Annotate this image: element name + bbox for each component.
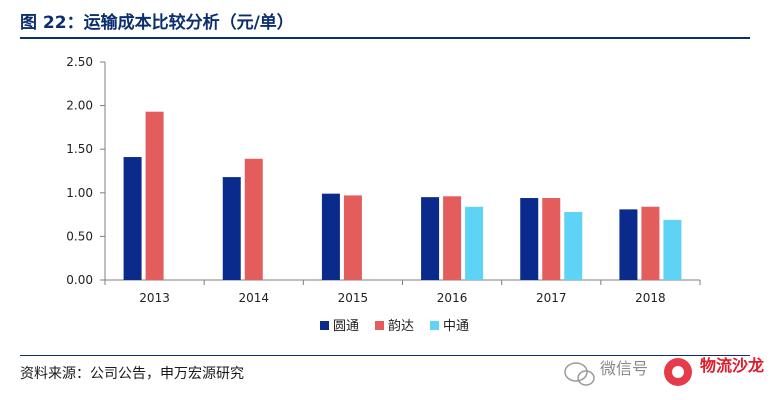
bar-2014-圆通 xyxy=(222,177,241,280)
bar-2016-圆通 xyxy=(421,197,440,280)
y-tick-label: 1.50 xyxy=(66,142,93,156)
x-tick-label: 2018 xyxy=(635,291,666,305)
legend-swatch-韵达 xyxy=(375,321,384,330)
bar-2017-圆通 xyxy=(520,198,539,280)
bar-2014-韵达 xyxy=(244,158,263,280)
bar-chart: 0.00 0.50 1.00 1.50 2.00 2.50 2013 2014 2015 2016… xyxy=(66,55,701,334)
bar-2016-韵达 xyxy=(443,196,462,280)
bar-2015-韵达 xyxy=(343,195,362,280)
figure-title: 图 22：运输成本比较分析（元/单） xyxy=(20,13,294,33)
bar-2017-中通 xyxy=(564,211,583,280)
bar-2018-中通 xyxy=(663,219,682,280)
x-tick-label: 2013 xyxy=(139,291,170,305)
legend-label: 韵达 xyxy=(388,319,414,334)
y-tick-label: 2.50 xyxy=(66,55,93,69)
watermark-brand: 物流沙龙 xyxy=(700,356,765,375)
bar-2013-韵达 xyxy=(145,111,164,280)
y-tick-label: 0.50 xyxy=(66,229,93,243)
bar-2018-圆通 xyxy=(619,209,638,280)
bar-2015-圆通 xyxy=(321,193,340,280)
y-tick-label: 0.00 xyxy=(66,273,93,287)
source-note: 资料来源：公司公告，申万宏源研究 xyxy=(20,366,244,382)
legend-swatch-圆通 xyxy=(320,321,329,330)
source-rule xyxy=(20,355,750,356)
bar-2013-圆通 xyxy=(123,157,142,280)
x-tick-label: 2017 xyxy=(536,291,567,305)
legend-swatch-中通 xyxy=(430,321,439,330)
wechat-watermark-icon xyxy=(564,358,692,386)
legend-label: 圆通 xyxy=(333,319,359,334)
title-rule xyxy=(20,37,750,39)
x-tick-label: 2014 xyxy=(238,291,269,305)
bar-2018-韵达 xyxy=(641,206,660,280)
y-tick-label: 1.00 xyxy=(66,186,93,200)
x-tick-label: 2016 xyxy=(437,291,468,305)
x-tick-label: 2015 xyxy=(338,291,369,305)
bar-2016-中通 xyxy=(465,206,484,280)
watermark-text: 微信号 xyxy=(600,359,649,378)
y-tick-label: 2.00 xyxy=(66,99,93,113)
legend-label: 中通 xyxy=(443,319,469,334)
bar-2017-韵达 xyxy=(542,198,561,280)
